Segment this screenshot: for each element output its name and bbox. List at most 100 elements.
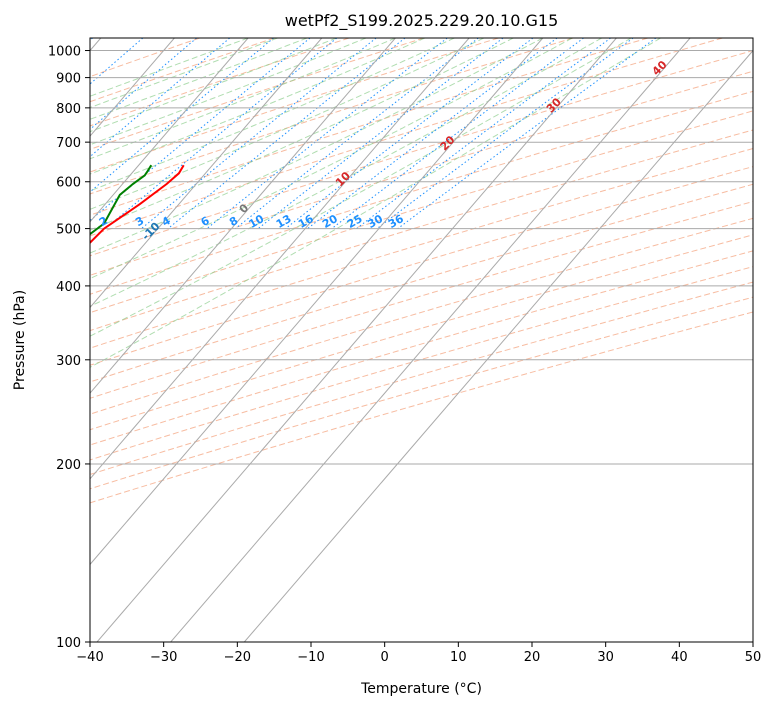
y-tick-label: 700	[56, 136, 81, 151]
mixing-ratio-line	[356, 38, 611, 229]
isotherm-label: 20	[438, 133, 458, 153]
mixing-ratio-label: 3	[133, 214, 146, 229]
y-tick-label: 800	[56, 102, 81, 117]
dry-adiabat-line	[90, 166, 753, 366]
x-tick-label: 20	[524, 650, 541, 665]
skewed-isotherms	[90, 38, 753, 642]
x-tick-label: −40	[76, 650, 103, 665]
isotherm-line	[90, 38, 544, 566]
moist-adiabat-line	[90, 38, 455, 192]
moist-adiabat-line	[90, 38, 396, 160]
isotherm-line	[90, 38, 249, 223]
y-tick-label: 600	[56, 176, 81, 191]
moist-adiabat-line	[90, 38, 278, 109]
dry-adiabat-line	[90, 266, 753, 461]
plot-area: -100-90-80-70-60-50-40-30-20-10010203040…	[0, 38, 753, 642]
y-tick-label: 300	[56, 354, 81, 369]
dry-adiabat-line	[90, 183, 753, 383]
y-tick-label: 500	[56, 223, 81, 238]
mixing-ratio-line	[307, 38, 558, 229]
mixing-ratio-line	[90, 38, 311, 222]
mixing-ratio-line	[331, 38, 584, 229]
isotherm-line	[170, 38, 691, 642]
y-tick-label: 200	[56, 458, 81, 473]
mixing-ratio-line	[257, 38, 504, 229]
mixing-ratio-label: 1	[38, 214, 51, 229]
dry-adiabat-line	[90, 38, 499, 173]
moist-adiabat-line	[90, 38, 632, 337]
chart-title: wetPf2_S199.2025.229.20.10.G15	[285, 11, 559, 31]
dry-adiabat-line	[90, 90, 753, 295]
dry-adiabat-line	[90, 200, 753, 399]
moist-adiabat-line	[90, 38, 367, 146]
isobars	[90, 50, 753, 642]
dry-adiabat-line	[90, 38, 723, 237]
mixing-ratio-line	[141, 38, 377, 229]
x-tick-label: 10	[450, 650, 467, 665]
isotherm-label: 30	[544, 95, 564, 115]
moist-adiabat-line	[90, 38, 308, 120]
mixing-ratio-line	[90, 38, 231, 158]
y-tick-label: 1000	[48, 45, 81, 60]
dewpoint-trace	[90, 164, 153, 236]
x-tick-label: 0	[381, 650, 389, 665]
dry-adiabat-line	[90, 38, 424, 150]
x-axis: −40 −30 −20 −10 0 10 20 30 40 50	[76, 642, 761, 665]
mixing-ratio-line	[167, 38, 406, 229]
isotherm-line	[243, 49, 753, 642]
moist-adiabat-line	[90, 38, 573, 280]
moist-adiabat-line	[90, 38, 514, 231]
moist-adiabat-line	[90, 38, 485, 210]
dry-adiabat-line	[90, 281, 753, 476]
mixing-ratio-line	[376, 38, 634, 229]
isotherm-label: 10	[333, 169, 353, 189]
mixing-ratio-line	[397, 38, 657, 229]
mixing-ratio-label: 4	[160, 214, 173, 229]
dry-adiabats	[90, 38, 753, 504]
isotherm-line	[90, 38, 323, 309]
dry-adiabat-line	[90, 234, 753, 431]
dry-adiabat-line	[90, 217, 753, 415]
temperature-trace	[90, 164, 185, 245]
mixing-ratio-line	[104, 38, 338, 229]
dry-adiabat-line	[90, 296, 753, 490]
mixing-ratio-line	[90, 38, 274, 193]
moist-adiabat-line	[90, 38, 426, 175]
isotherm-line	[96, 38, 617, 642]
mixing-ratio-line	[90, 38, 197, 131]
moist-adiabat-line	[90, 38, 544, 254]
dry-adiabat-line	[90, 70, 753, 276]
dry-adiabat-line	[90, 250, 753, 446]
x-tick-label: −10	[297, 650, 324, 665]
dry-adiabat-line	[90, 147, 753, 349]
mixing-ratio-line	[285, 38, 534, 229]
isotherm-label: -20	[42, 247, 65, 270]
moist-adiabats	[90, 38, 661, 368]
dry-adiabat-line	[90, 49, 753, 257]
dry-adiabat-line	[90, 110, 753, 314]
sounding-traces	[90, 164, 185, 245]
y-tick-label: 100	[56, 636, 81, 651]
x-axis-label: Temperature (°C)	[360, 681, 482, 697]
moist-adiabat-line	[90, 38, 661, 368]
y-axis: 1000 900 800 700 600 500 400 300 200 100	[48, 45, 90, 651]
dry-adiabat-line	[90, 38, 275, 103]
mixing-ratio-label: 0.6	[0, 211, 16, 232]
dry-adiabat-line	[90, 129, 753, 332]
x-tick-label: 30	[597, 650, 614, 665]
moist-adiabat-line	[90, 38, 602, 307]
x-tick-label: 50	[745, 650, 762, 665]
isotherm-line	[90, 38, 396, 394]
plot-frame	[89, 37, 754, 643]
y-tick-label: 400	[56, 280, 81, 295]
mixing-ratio-line	[90, 38, 93, 41]
dry-adiabat-line	[90, 311, 753, 504]
isotherm-line	[90, 38, 470, 480]
moist-adiabat-line	[90, 38, 249, 97]
x-tick-label: −20	[224, 650, 251, 665]
x-tick-label: 40	[671, 650, 688, 665]
x-tick-label: −30	[150, 650, 177, 665]
y-tick-label: 900	[56, 72, 81, 87]
y-axis-label: Pressure (hPa)	[12, 290, 28, 390]
